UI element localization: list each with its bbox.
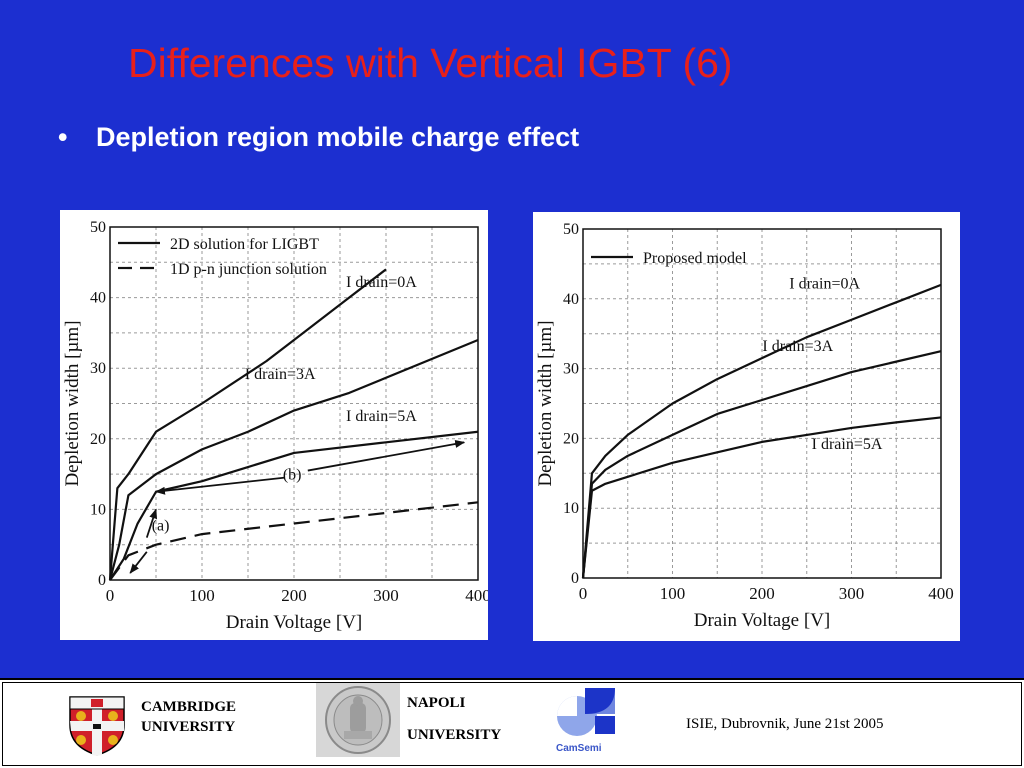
cambridge-crest-icon: [69, 696, 125, 756]
camsemi-wordmark: CamSemi: [556, 743, 602, 754]
conference-info: ISIE, Dubrovnik, June 21st 2005: [686, 716, 884, 732]
series-line-0: [108, 268, 387, 581]
annotation-label: (b): [283, 467, 302, 484]
chart-right: 0 100 200 300 400 0 10 20 30 40 50 Drain Voltage [V…: [535, 221, 954, 631]
annotation-label: I drain=3A: [245, 366, 316, 383]
slide: Differences with Vertical IGBT (6) • Depl…: [58, 40, 960, 641]
x-tick-label: 200: [749, 584, 775, 603]
series-line-1: [581, 350, 942, 579]
x-tick-label: 300: [373, 586, 399, 605]
y-axis-label: Depletion width [µm]: [535, 320, 556, 486]
x-tick-label: 400: [465, 586, 488, 605]
y-tick-label: 0: [571, 570, 579, 587]
y-tick-label: 20: [563, 430, 579, 447]
x-tick-label: 0: [579, 584, 588, 603]
chart-right-panel: 0 100 200 300 400 0 10 20 30 40 50 Drain Voltage [V…: [533, 212, 960, 641]
plot-frame: [582, 228, 942, 579]
legend-label: Proposed model: [643, 250, 747, 267]
camsemi-logo-icon: [557, 688, 615, 736]
y-tick-label: 50: [563, 221, 579, 238]
y-tick-label: 20: [90, 431, 106, 448]
x-axis-label: Drain Voltage [V]: [226, 612, 363, 633]
x-axis-label: Drain Voltage [V]: [694, 610, 831, 631]
y-tick-label: 50: [90, 219, 106, 236]
napoli-line2: UNIVERSITY: [407, 727, 502, 743]
footer-frame: CAMBRIDGE UNIVERSITY NAPOLI UNIVERSITY C…: [2, 682, 1022, 766]
cambridge-line2: UNIVERSITY: [141, 719, 236, 735]
annotation-label: I drain=0A: [346, 274, 417, 291]
bullet-symbol: •: [58, 122, 68, 152]
series-line-2: [109, 430, 479, 581]
footer: CAMBRIDGE UNIVERSITY NAPOLI UNIVERSITY C…: [0, 678, 1024, 768]
x-tick-label: 200: [281, 586, 307, 605]
x-tick-label: 100: [189, 586, 215, 605]
annotation-arrow: [129, 551, 148, 574]
series-line-0: [581, 283, 942, 579]
series-line-dashed: [109, 501, 479, 581]
annotation-arrow: [307, 439, 466, 472]
chart-left-panel: 0 100 200 300 400 0 10 20 30 40 50 Drain Voltage [V…: [60, 210, 488, 640]
annotation-arrow: [145, 508, 158, 538]
napoli-seal-icon: [316, 683, 400, 757]
bullet-text: Depletion region mobile charge effect: [96, 122, 580, 152]
x-tick-label: 300: [839, 584, 865, 603]
annotation-label: I drain=3A: [762, 338, 833, 355]
series-line-2: [581, 416, 942, 579]
legend-label: 2D solution for LIGBT: [170, 236, 319, 253]
y-tick-label: 40: [90, 290, 106, 307]
cambridge-line1: CAMBRIDGE: [141, 699, 237, 715]
y-tick-label: 30: [563, 361, 579, 378]
annotation-label: I drain=0A: [789, 275, 860, 292]
annotation-label: I drain=5A: [346, 408, 417, 425]
x-tick-label: 0: [106, 586, 115, 605]
y-tick-label: 0: [98, 572, 106, 589]
y-tick-label: 10: [90, 501, 106, 518]
y-tick-label: 40: [563, 291, 579, 308]
y-axis-label: Depletion width [µm]: [62, 320, 83, 486]
plot-frame: [109, 226, 479, 581]
y-tick-label: 10: [563, 500, 579, 517]
x-tick-label: 400: [928, 584, 954, 603]
x-tick-label: 100: [660, 584, 686, 603]
annotation-arrow: [155, 476, 285, 495]
slide-title: Differences with Vertical IGBT (6): [128, 40, 733, 86]
bullet-item: • Depletion region mobile charge effect: [58, 122, 579, 153]
annotation-label: I drain=5A: [812, 436, 883, 453]
annotation-label: (a): [152, 518, 170, 535]
series-line-1: [108, 338, 479, 581]
y-tick-label: 30: [90, 360, 106, 377]
legend-label: 1D p-n junction solution: [170, 261, 327, 278]
chart-left: 0 100 200 300 400 0 10 20 30 40 50 Drain Voltage [V…: [62, 219, 488, 633]
napoli-line1: NAPOLI: [407, 695, 466, 711]
